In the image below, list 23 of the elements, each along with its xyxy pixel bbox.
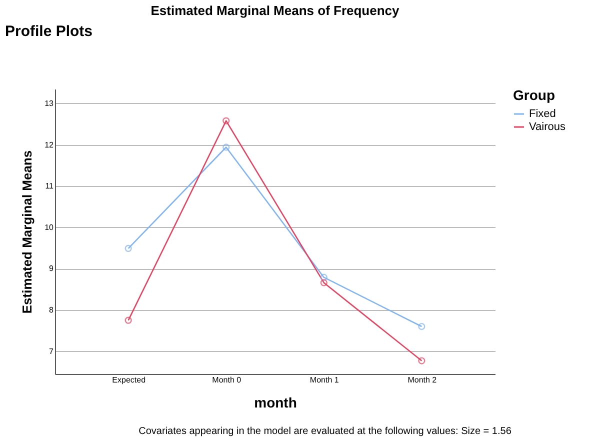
point [320, 279, 328, 286]
x-tick-label: Month 0 [212, 376, 242, 384]
text: Covariates appearing in the model are evaluated at the following values: Size = 1.56 [138, 426, 512, 437]
point [222, 144, 230, 151]
text: Profile Plots [5, 23, 93, 40]
point [320, 274, 328, 281]
y-tick-label: 8 [49, 305, 54, 314]
y-tick-label: 7 [49, 346, 54, 356]
y-axis-title: Estimated Marginal Means [20, 150, 35, 314]
legend-title: Group [513, 87, 555, 103]
legend-label: Vairous [529, 121, 566, 133]
point [222, 117, 230, 124]
y-tick-label: 10 [44, 222, 54, 232]
legend-label: Fixed [529, 108, 556, 120]
y-tick-label: 9 [49, 264, 54, 274]
chart-title: Estimated Marginal Means of Frequency [150, 3, 400, 18]
x-tick-label: Month 2 [408, 376, 438, 384]
y-tick-label: 13 [44, 98, 54, 108]
x-axis-title: month [254, 394, 297, 410]
x-tick-label: Expected [112, 376, 146, 384]
x-tick-label: Month 1 [310, 376, 340, 384]
y-tick-label: 11 [45, 182, 54, 191]
y-tick-label: 12 [44, 140, 54, 150]
